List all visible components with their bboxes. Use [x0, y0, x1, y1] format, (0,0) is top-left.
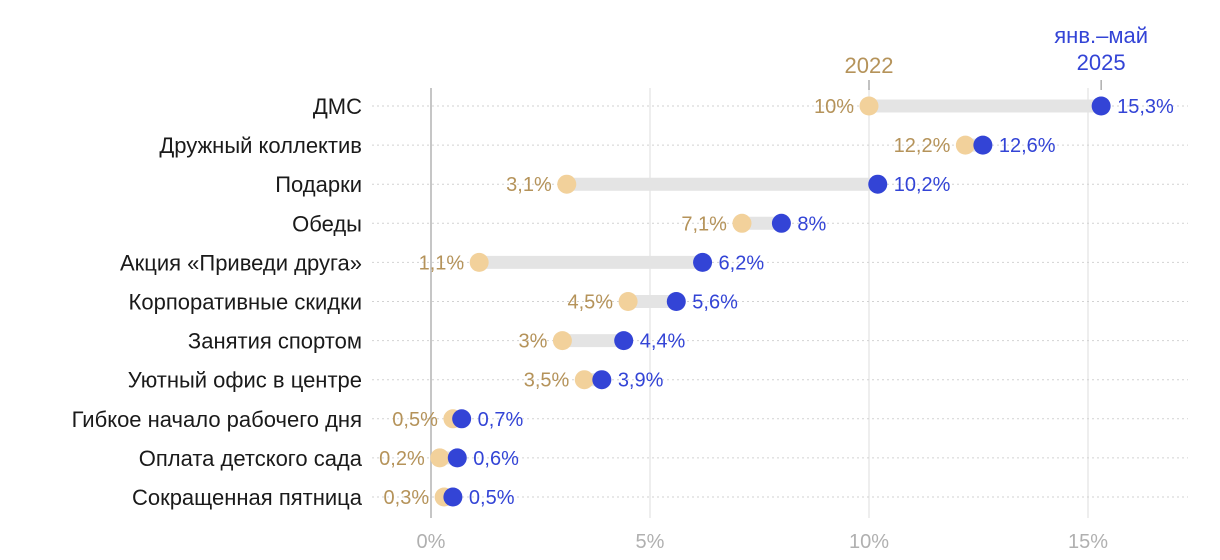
value-label-2025: 0,6% [473, 448, 519, 470]
value-label-2022: 1,1% [419, 252, 465, 274]
value-label-2022: 12,2% [894, 135, 951, 157]
point-2022 [430, 448, 450, 468]
point-2022 [732, 213, 752, 233]
value-label-2022: 10% [814, 96, 854, 118]
point-2025 [973, 135, 993, 155]
point-2022 [618, 292, 638, 311]
category-label: ДМС [313, 94, 362, 119]
x-tick-label: 15% [1068, 531, 1108, 553]
value-label-2025: 6,2% [719, 252, 765, 274]
value-label-2025: 4,4% [640, 331, 686, 353]
value-label-2022: 3,5% [524, 370, 570, 392]
value-label-2025: 8% [797, 213, 826, 235]
category-label: Дружный коллектив [159, 133, 362, 158]
category-label: Занятия спортом [188, 329, 362, 354]
value-label-2025: 3,9% [618, 370, 664, 392]
category-label: Акция «Приведи друга» [120, 250, 362, 275]
value-label-2025: 5,6% [692, 292, 738, 314]
category-label: Сокращенная пятница [132, 485, 363, 510]
point-2022 [557, 174, 577, 194]
point-2022 [859, 96, 879, 116]
value-label-2025: 12,6% [999, 135, 1056, 157]
value-label-2022: 3,1% [506, 174, 552, 196]
point-2025 [771, 213, 791, 233]
value-label-2022: 0,2% [379, 448, 425, 470]
value-label-2022: 4,5% [568, 292, 614, 314]
point-2025 [443, 487, 463, 507]
series-label-2025: янв.–май [1054, 23, 1148, 48]
category-label: Корпоративные скидки [129, 290, 362, 315]
value-label-2022: 0,5% [392, 409, 438, 431]
category-label: Подарки [275, 172, 362, 197]
point-2025 [1091, 96, 1111, 116]
value-label-2025: 15,3% [1117, 96, 1174, 118]
value-label-2025: 0,5% [469, 487, 515, 509]
value-label-2022: 0,3% [384, 487, 430, 509]
x-tick-label: 5% [636, 531, 665, 553]
point-2025 [666, 292, 686, 311]
grid-layer: 0% 5% 10% 15% [372, 88, 1188, 553]
point-2025 [447, 448, 467, 468]
series-label-2025: 2025 [1077, 50, 1126, 75]
category-label: Гибкое начало рабочего дня [72, 407, 362, 432]
point-2025 [452, 409, 472, 429]
category-label: Обеды [292, 211, 362, 236]
series-label-2022: 2022 [845, 53, 894, 78]
point-2025 [868, 174, 888, 194]
value-label-2022: 3% [518, 331, 547, 353]
point-2022 [955, 135, 975, 155]
point-2022 [574, 370, 594, 390]
point-2022 [552, 331, 572, 351]
point-2025 [592, 370, 612, 390]
x-tick-label: 0% [417, 531, 446, 553]
point-2025 [614, 331, 634, 351]
value-label-2025: 0,7% [478, 409, 524, 431]
data-points [430, 96, 1111, 507]
category-label: Оплата детского сада [139, 446, 363, 471]
category-label: Уютный офис в центре [128, 368, 362, 393]
value-label-2025: 10,2% [894, 174, 951, 196]
x-tick-label: 10% [849, 531, 889, 553]
value-label-2022: 7,1% [681, 213, 727, 235]
point-2025 [693, 252, 713, 272]
point-2022 [469, 252, 489, 272]
labels: ДМС 10% 15,3% Дружный коллектив 12,2% 12,6% По… [72, 23, 1174, 510]
